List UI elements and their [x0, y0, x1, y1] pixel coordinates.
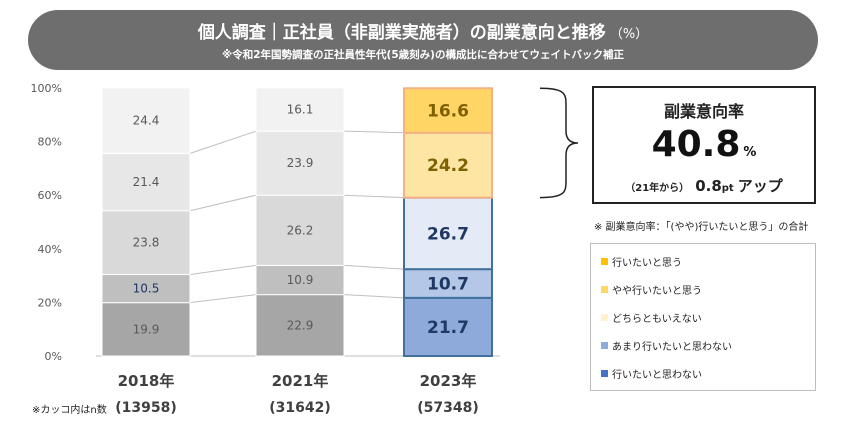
sample-size-label: (13958): [115, 400, 177, 416]
intent-rate-note: ※ 副業意向率：「(やや)行いたいと思う」の合計: [594, 222, 809, 233]
bar-segment: [255, 194, 345, 266]
data-label: 10.9: [287, 273, 314, 287]
connector-line: [189, 130, 257, 154]
bar-segment: [403, 296, 493, 357]
bar-segment: [403, 87, 493, 134]
legend-label: 行いたいと思わない: [612, 370, 702, 381]
y-tick-label: 100%: [31, 82, 62, 95]
change-text: アップ: [737, 177, 783, 195]
legend-item: どちらともいえない: [601, 313, 702, 327]
data-label: 16.6: [427, 102, 469, 122]
legend-swatch: [601, 370, 608, 377]
legend-item: 行いたいと思わない: [601, 369, 702, 383]
sample-size-label: (31642): [269, 400, 331, 416]
chart-title-text: 個人調査｜正社員（非副業実施者）の副業意向と推移: [197, 23, 606, 43]
data-label: 10.5: [133, 282, 160, 296]
intent-rate-unit: %: [743, 145, 757, 160]
change-from-label: （21年から）: [625, 183, 690, 194]
bar-segment: [403, 131, 493, 199]
segment-connectors: [189, 130, 405, 304]
data-label: 24.4: [133, 114, 160, 128]
x-tick-label: 2021年: [272, 372, 329, 390]
y-tick-label: 60%: [38, 189, 62, 202]
title-banner: 個人調査｜正社員（非副業実施者）の副業意向と推移 （%） ※令和2年国勢調査の正社…: [28, 10, 818, 70]
change-unit: pt: [721, 183, 734, 194]
data-label: 21.7: [427, 318, 469, 338]
connector-line: [343, 294, 405, 299]
data-label: 26.7: [427, 224, 469, 244]
connector-line: [343, 130, 405, 134]
connector-line: [189, 194, 257, 212]
bar-segment: [255, 87, 345, 132]
data-label: 21.4: [133, 175, 160, 189]
data-label: 22.9: [287, 318, 314, 332]
x-tick-label: 2018年: [118, 372, 175, 390]
legend-swatch: [601, 286, 608, 293]
data-label: 24.2: [427, 156, 469, 176]
connector-line: [189, 264, 257, 276]
y-tick-label: 20%: [38, 296, 62, 309]
legend-swatch: [601, 258, 608, 265]
chart-legend: 行いたいと思うやや行いたいと思う どちらともいえないあまり行いたいと思わない 行いた…: [590, 243, 816, 391]
data-label: 26.2: [287, 223, 314, 237]
connector-line: [189, 294, 257, 304]
bar-segment: [101, 302, 191, 357]
legend-swatch: [601, 342, 608, 349]
bar-segment: [255, 130, 345, 196]
bar-segment: [403, 268, 493, 299]
chart-subtitle: ※令和2年国勢調査の正社員性年代(5歳刻み)の構成比に合わせてウェイトバック補正: [222, 49, 624, 61]
connector-line: [343, 194, 405, 199]
chart-title-unit: （%）: [609, 27, 649, 42]
sample-size-note: ※カッコ内はn数: [32, 405, 107, 416]
legend-item: あまり行いたいと思わない: [601, 341, 732, 355]
data-label: 16.1: [287, 103, 314, 117]
connector-line: [343, 264, 405, 270]
intent-rate-box: 副業意向率 40.8% （21年から） 0.8pt アップ: [592, 86, 816, 204]
data-label: 19.9: [133, 322, 160, 336]
legend-label: どちらともいえない: [612, 314, 702, 325]
legend-swatch: [601, 314, 608, 321]
intent-rate-value: 40.8%: [594, 124, 814, 165]
chart-title: 個人調査｜正社員（非副業実施者）の副業意向と推移 （%）: [28, 18, 818, 43]
legend-label: あまり行いたいと思わない: [612, 342, 732, 353]
change-value: 0.8: [695, 177, 722, 195]
legend-label: やや行いたいと思う: [612, 286, 702, 297]
intent-rate-number: 40.8: [651, 124, 741, 165]
intent-rate-change: （21年から） 0.8pt アップ: [594, 175, 814, 196]
bar-segment: [101, 210, 191, 276]
legend-label: 行いたいと思う: [612, 258, 682, 269]
y-tick-label: 0%: [45, 350, 62, 363]
data-label: 23.9: [287, 156, 314, 170]
data-label: 10.7: [427, 275, 469, 295]
intent-rate-label: 副業意向率: [663, 102, 744, 121]
bar-segment: [101, 152, 191, 212]
y-tick-label: 40%: [38, 243, 62, 256]
bar-segment: [101, 87, 191, 154]
x-tick-label: 2023年: [420, 372, 477, 390]
legend-item: やや行いたいと思う: [601, 285, 702, 299]
legend-item: 行いたいと思う: [601, 257, 682, 271]
data-label: 23.8: [133, 236, 160, 250]
curly-brace: [539, 87, 579, 199]
sample-size-label: (57348): [417, 400, 479, 416]
bar-segment: [101, 274, 191, 304]
y-tick-label: 80%: [38, 136, 62, 149]
